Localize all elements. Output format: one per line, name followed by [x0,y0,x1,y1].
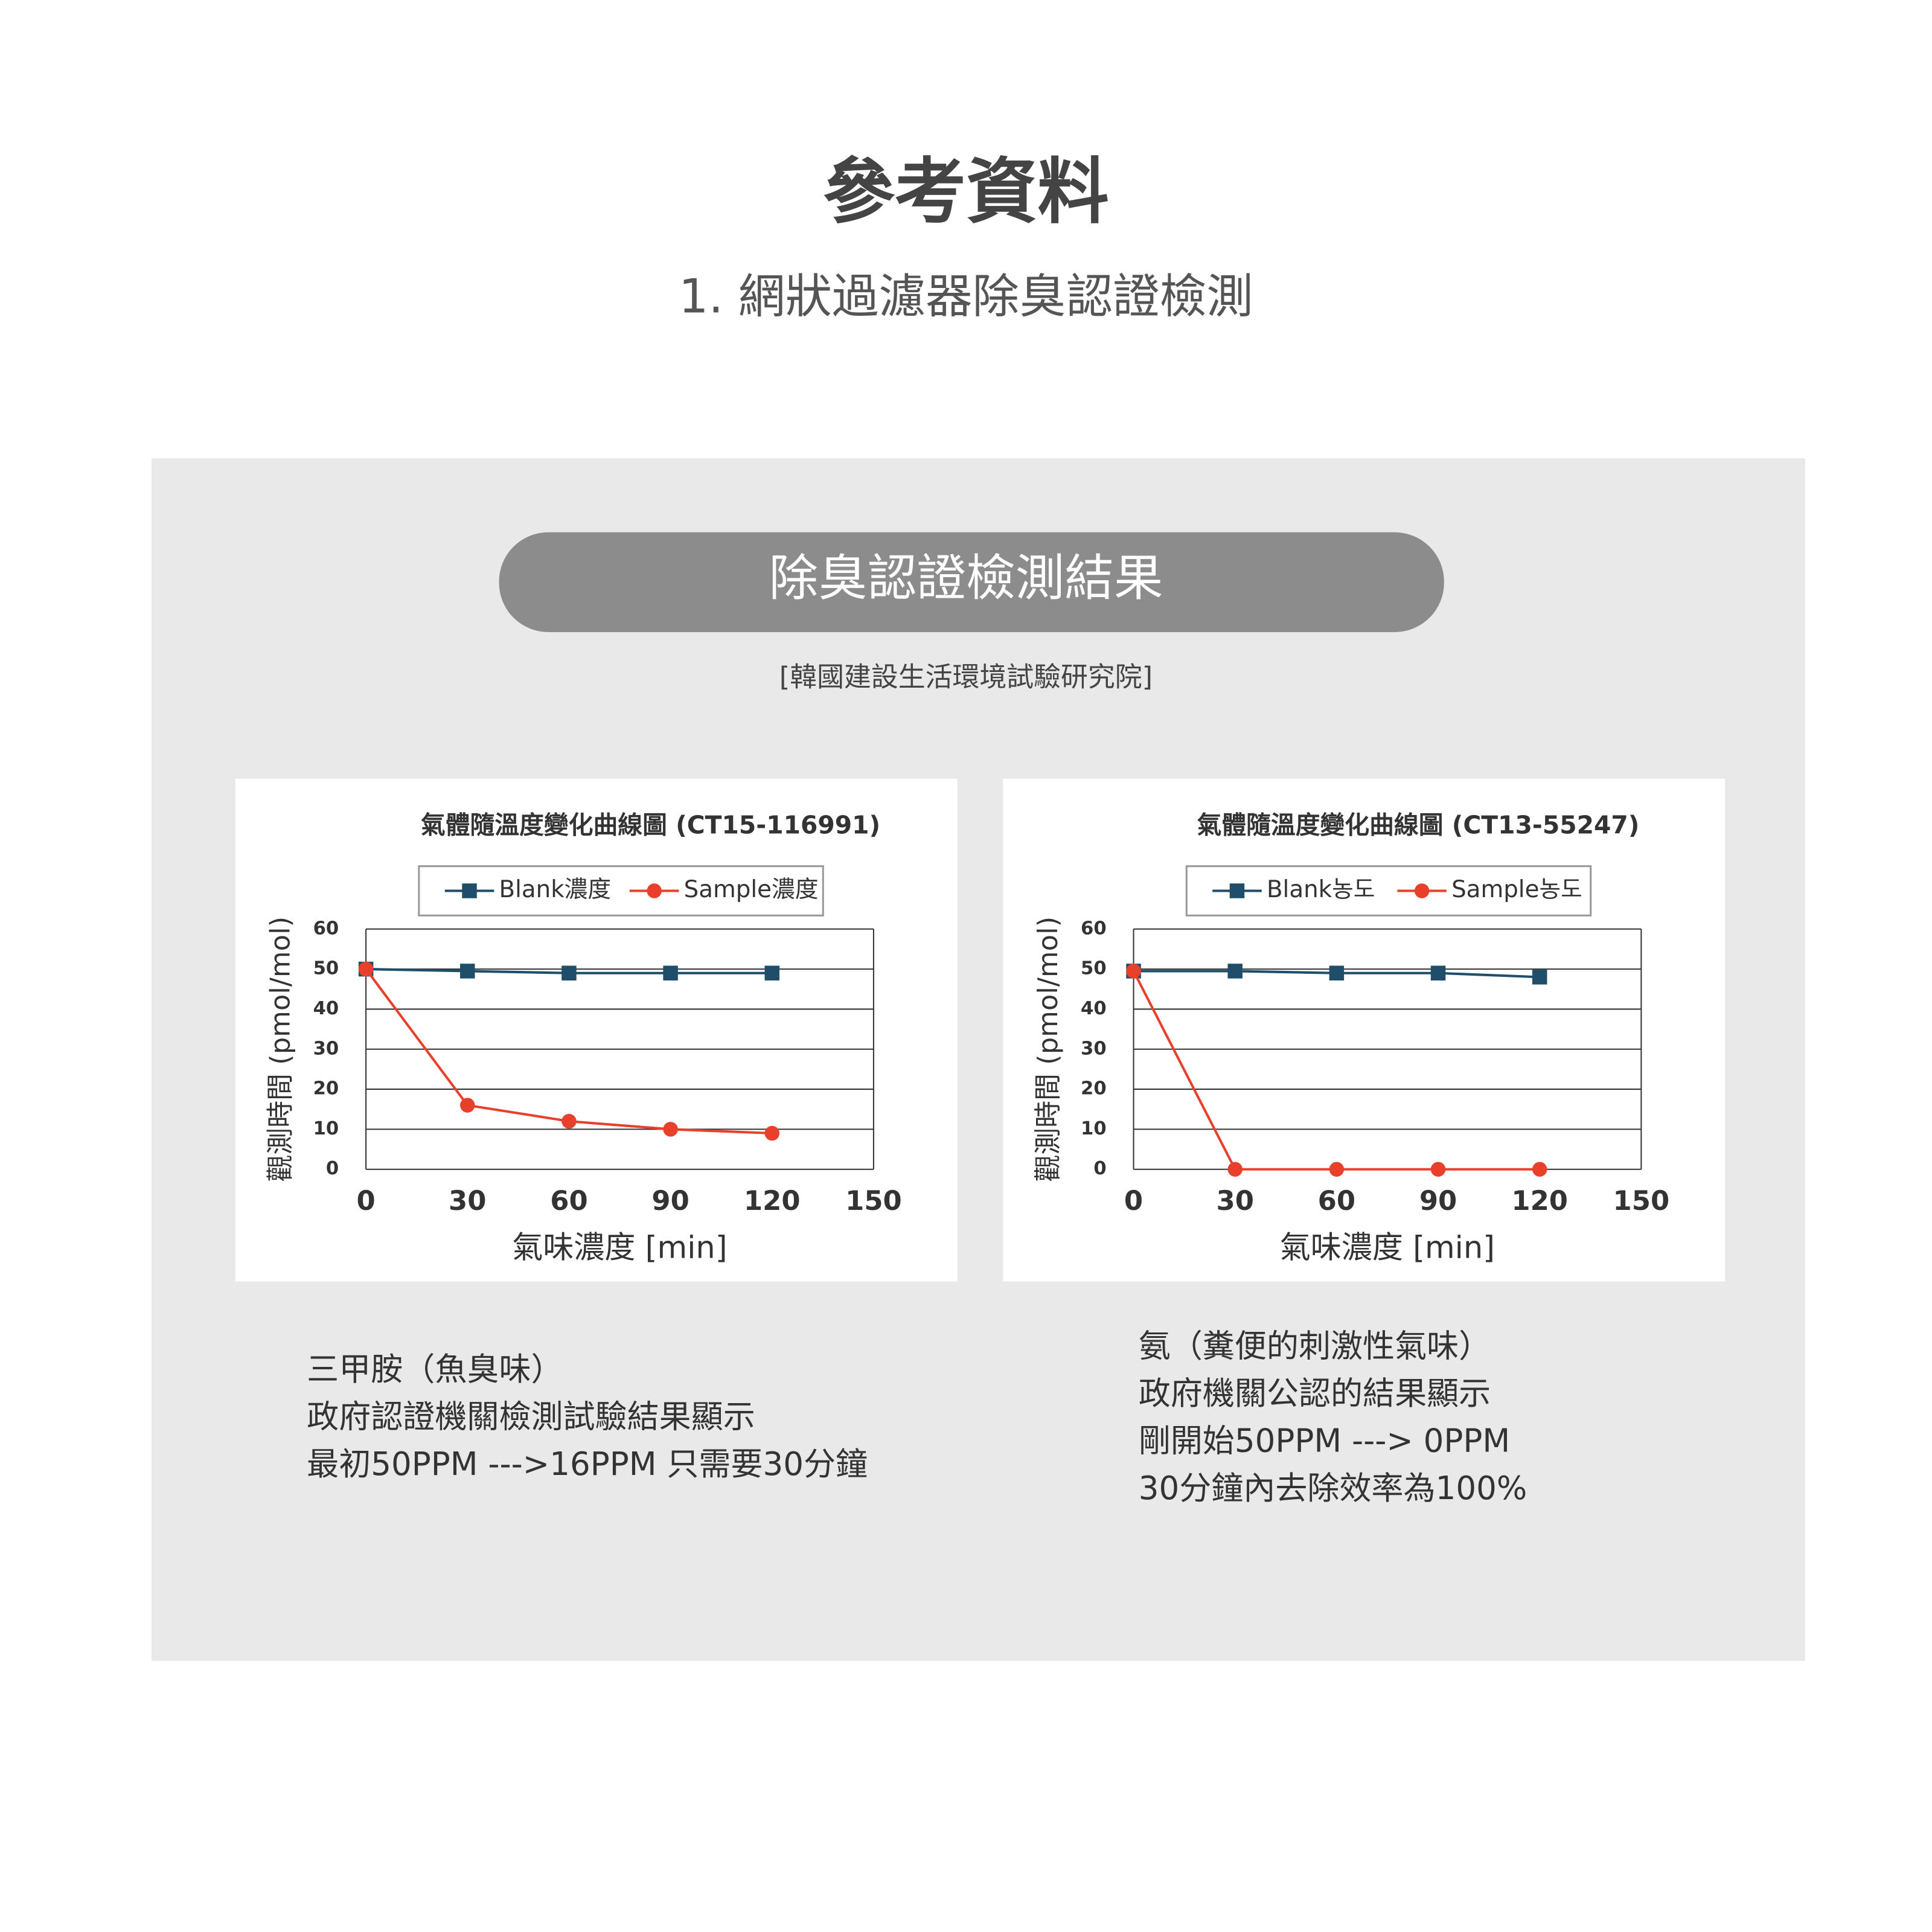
legend-marker [1414,883,1430,898]
legend-marker [647,883,662,898]
panel-title: 除臭認證檢測結果 [769,550,1163,607]
y-tick-label: 40 [313,998,339,1019]
x-tick-label: 0 [357,1185,376,1217]
data-point [460,964,475,979]
data-point [764,965,780,980]
page-title: 參考資料 [823,150,1108,234]
data-point [663,1122,678,1137]
y-tick-label: 20 [313,1078,339,1099]
data-point [1329,965,1345,980]
data-point [1532,970,1547,985]
caption-line: 氨（糞便的刺激性氣味） [1139,1327,1491,1364]
y-tick-label: 50 [313,958,339,979]
y-tick-label: 40 [1081,998,1107,1019]
y-tick-label: 0 [1093,1158,1106,1179]
x-tick-label: 120 [744,1185,801,1217]
x-axis-label: 氣味濃度 [min] [512,1230,727,1265]
caption-line: 最初50PPM --->16PPM 只需要30分鐘 [307,1445,868,1483]
caption-line: 剛開始50PPM ---> 0PPM [1139,1422,1510,1459]
x-tick-label: 90 [651,1185,689,1217]
x-tick-label: 60 [1318,1185,1355,1217]
panel-pill [499,532,1444,632]
data-point [460,1098,475,1113]
legend-label: Blank濃度 [499,876,612,903]
data-point [561,1113,577,1129]
legend-label: Blank농도 [1267,876,1375,903]
panel-source: [韓國建設生活環境試驗研究院] [779,661,1153,693]
x-tick-label: 150 [1613,1185,1670,1217]
x-tick-label: 120 [1511,1185,1568,1217]
data-point [1329,1162,1345,1177]
x-tick-label: 30 [449,1185,486,1217]
y-tick-label: 30 [313,1038,339,1059]
data-point [1430,965,1446,980]
legend-label: Sample濃度 [684,876,819,903]
data-point [764,1125,780,1141]
y-tick-label: 20 [1081,1078,1107,1099]
chart-title: 氣體隨溫度變化曲線圖 (CT13-55247) [1197,810,1640,839]
chart-box [1003,778,1726,1282]
y-tick-label: 60 [313,918,339,939]
chart-box [235,778,958,1282]
y-axis-label: 觀測時間 (pmol/mol) [264,916,296,1182]
caption-line: 政府機關公認的結果顯示 [1139,1375,1491,1412]
y-tick-label: 10 [1081,1118,1107,1139]
data-point [1430,1162,1446,1177]
data-point [561,965,577,980]
x-tick-label: 60 [550,1185,587,1217]
data-point [1532,1162,1547,1177]
x-axis-label: 氣味濃度 [min] [1280,1230,1495,1265]
caption-line: 政府認證機關檢測試驗結果顯示 [307,1398,755,1436]
x-tick-label: 30 [1216,1185,1253,1217]
legend-marker [1229,883,1245,898]
caption-line: 30分鐘內去除效率為100% [1139,1470,1527,1507]
legend-marker [462,883,477,898]
y-tick-label: 0 [326,1158,339,1179]
y-tick-label: 60 [1081,918,1107,939]
legend-label: Sample농도 [1451,876,1582,903]
x-tick-label: 150 [845,1185,902,1217]
y-axis-label: 觀測時間 (pmol/mol) [1032,916,1064,1182]
y-tick-label: 30 [1081,1038,1107,1059]
data-point [1227,964,1243,979]
chart-title: 氣體隨溫度變化曲線圖 (CT15-116991) [421,810,880,839]
y-tick-label: 50 [1081,958,1107,979]
data-point [663,965,678,980]
caption-line: 三甲胺（魚臭味） [307,1351,563,1388]
data-point [1126,964,1141,979]
x-tick-label: 0 [1124,1185,1143,1217]
x-tick-label: 90 [1419,1185,1457,1217]
page-subtitle: 1. 網狀過濾器除臭認證檢測 [679,269,1253,324]
data-point [358,961,374,977]
y-tick-label: 10 [313,1118,339,1139]
data-point [1227,1162,1243,1177]
